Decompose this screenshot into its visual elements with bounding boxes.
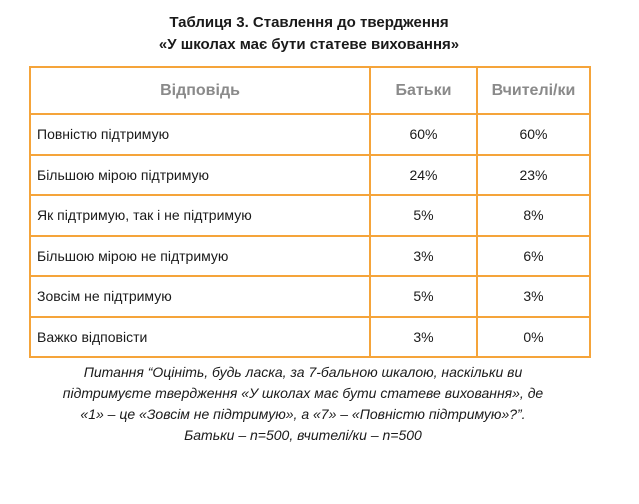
answer-cell: Більшою мірою підтримую <box>29 153 371 196</box>
table-header-row: Відповідь Батьки Вчителі/ки <box>29 66 591 115</box>
table-row: Зовсім не підтримую 5% 3% <box>29 275 591 318</box>
table-row: Важко відповісти 3% 0% <box>29 315 591 358</box>
table-container: Відповідь Батьки Вчителі/ки Повністю під… <box>29 66 591 358</box>
header-parents: Батьки <box>369 66 478 115</box>
answer-cell: Зовсім не підтримую <box>29 275 371 318</box>
teachers-value-cell: 6% <box>476 234 591 277</box>
table-row: Більшою мірою не підтримую 3% 6% <box>29 234 591 277</box>
table-title-line-1: Таблиця 3. Ставлення до твердження <box>169 14 449 31</box>
header-teachers: Вчителі/ки <box>476 66 591 115</box>
teachers-value-cell: 23% <box>476 153 591 196</box>
table-title-line-2: «У школах має бути статеве виховання» <box>158 36 460 53</box>
answer-cell: Як підтримую, так і не підтримую <box>29 194 371 237</box>
parents-value-cell: 5% <box>369 275 478 318</box>
teachers-value-cell: 0% <box>476 315 591 358</box>
teachers-value-cell: 3% <box>476 275 591 318</box>
parents-value-cell: 3% <box>369 315 478 358</box>
table-row: Як підтримую, так і не підтримую 5% 8% <box>29 194 591 237</box>
parents-value-cell: 3% <box>369 234 478 277</box>
parents-value-cell: 60% <box>369 113 478 156</box>
attitude-table: Відповідь Батьки Вчителі/ки Повністю під… <box>29 66 591 358</box>
teachers-value-cell: 8% <box>476 194 591 237</box>
table-caption: Питання “Оцініть, будь ласка, за 7-бальн… <box>0 362 606 446</box>
header-answer: Відповідь <box>29 66 371 115</box>
parents-value-cell: 5% <box>369 194 478 237</box>
parents-value-cell: 24% <box>369 153 478 196</box>
answer-cell: Повністю підтримую <box>29 113 371 156</box>
caption-line-1: Питання “Оцініть, будь ласка, за 7-бальн… <box>83 364 523 380</box>
caption-line-2: підтримуєте твердження «У школах має бут… <box>62 385 544 401</box>
table-row: Повністю підтримую 60% 60% <box>29 113 591 156</box>
table-row: Більшою мірою підтримую 24% 23% <box>29 153 591 196</box>
answer-cell: Більшою мірою не підтримую <box>29 234 371 277</box>
caption-line-4: Батьки – n=500, вчителі/ки – n=500 <box>184 427 422 443</box>
table-title: Таблиця 3. Ставлення до твердження «У шк… <box>0 12 618 56</box>
caption-line-3: «1» – це «Зовсім не підтримую», а «7» – … <box>80 406 526 422</box>
answer-cell: Важко відповісти <box>29 315 371 358</box>
teachers-value-cell: 60% <box>476 113 591 156</box>
